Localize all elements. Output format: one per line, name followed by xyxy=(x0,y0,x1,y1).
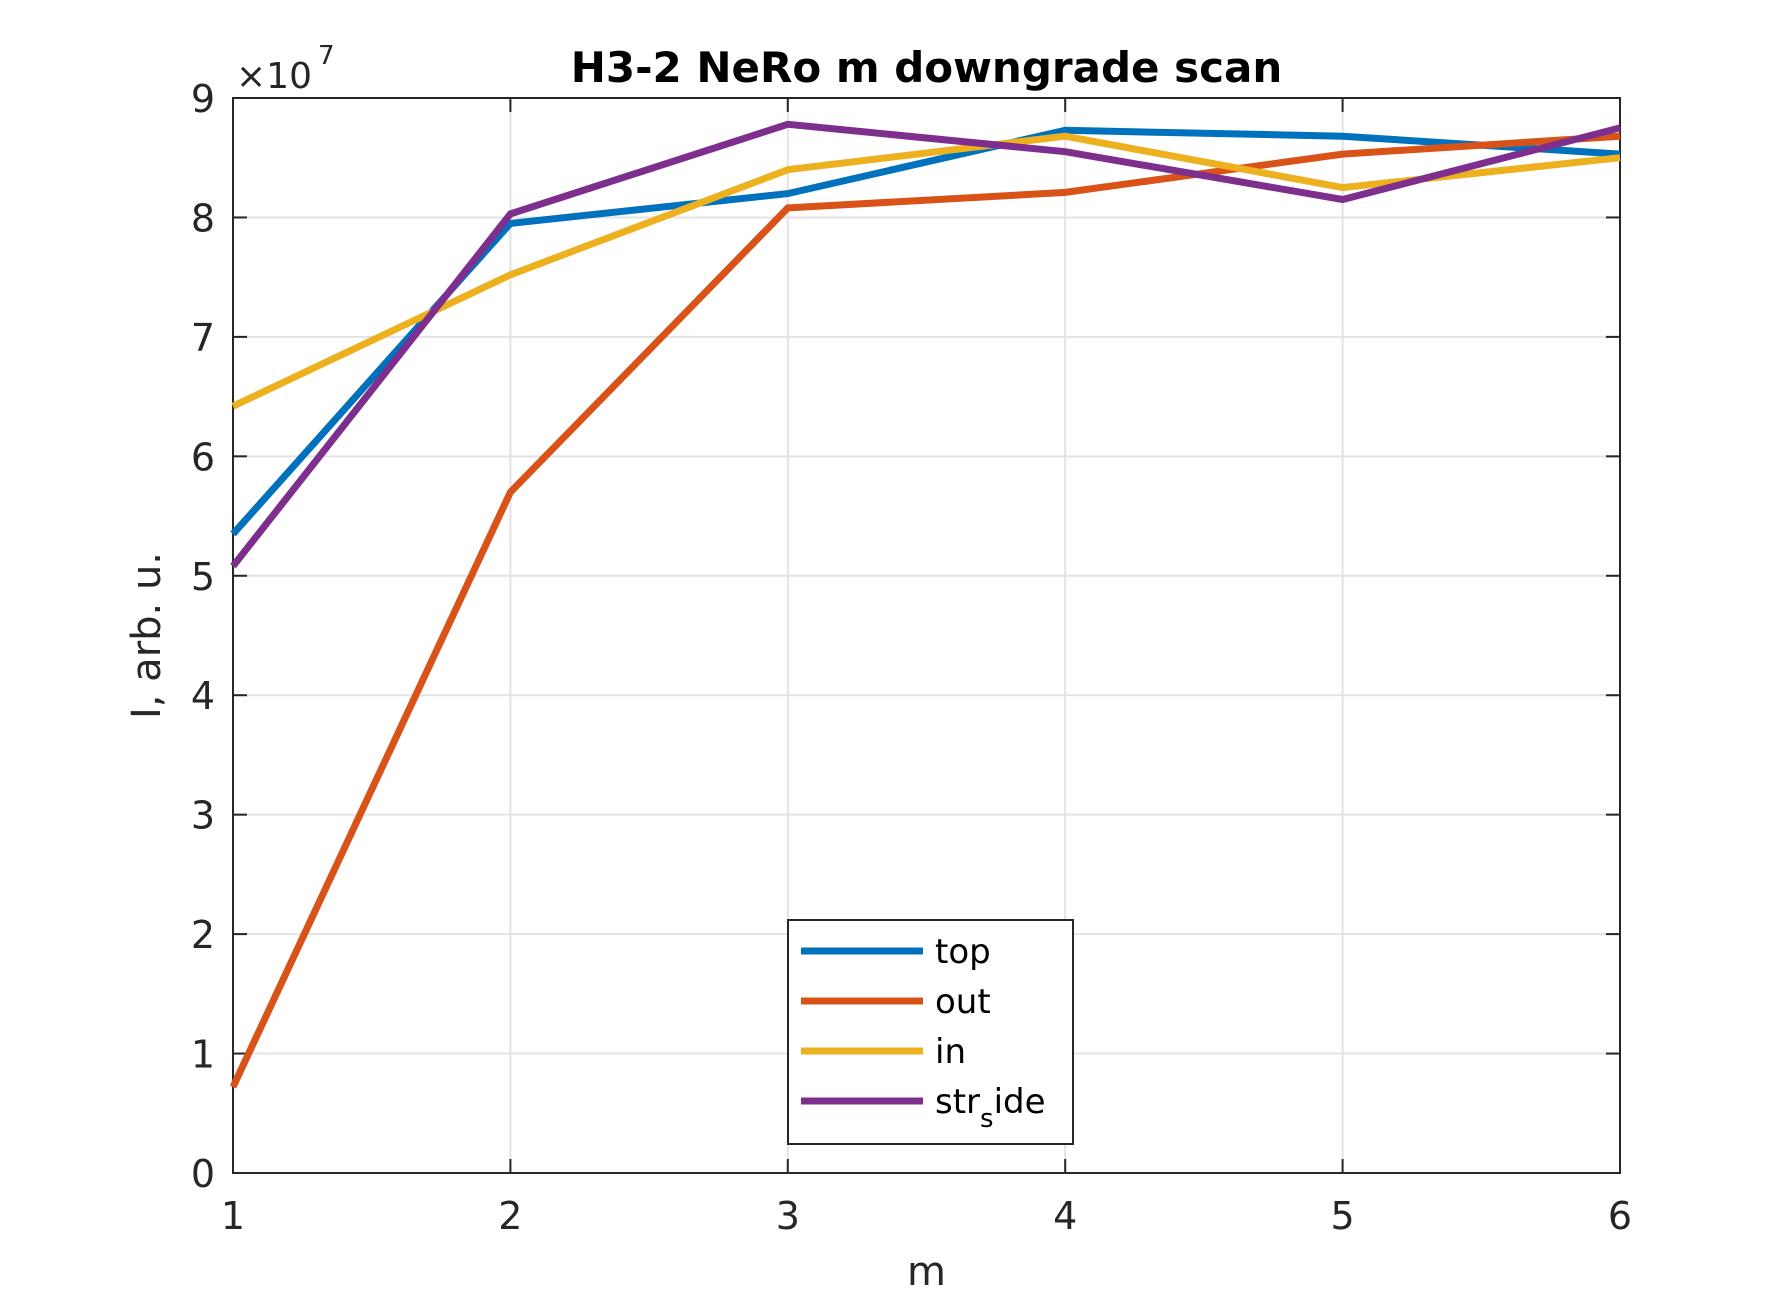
x-tick-label: 2 xyxy=(498,1194,522,1238)
legend-label-1: out xyxy=(935,982,991,1022)
legend-label-0: top xyxy=(935,932,991,972)
x-tick-label: 6 xyxy=(1608,1194,1632,1238)
series-lines xyxy=(229,120,1621,1089)
y-tick-label: 1 xyxy=(191,1033,215,1077)
chart-title: H3-2 NeRo m downgrade scan xyxy=(571,43,1283,92)
y-tick-label: 9 xyxy=(191,77,215,121)
y-tick-label: 6 xyxy=(191,435,215,479)
y-exponent-base: ×10 xyxy=(236,56,312,97)
legend-label-2: in xyxy=(935,1032,966,1072)
legend-label-main: str xyxy=(935,1082,980,1122)
series-line-3 xyxy=(230,120,1621,569)
y-tick-label: 8 xyxy=(191,196,215,240)
x-tick-label: 4 xyxy=(1053,1194,1077,1238)
legend-label-tail: ide xyxy=(994,1082,1046,1122)
legend-label-3: strside xyxy=(935,1082,1046,1134)
x-tick-label: 3 xyxy=(776,1194,800,1238)
legend-label-subscript: s xyxy=(980,1104,994,1134)
series-line-1 xyxy=(229,132,1621,1089)
y-tick-label: 4 xyxy=(191,674,215,718)
series-line-2 xyxy=(231,132,1621,410)
legend-box xyxy=(787,919,1074,1145)
plot-area xyxy=(232,97,1621,1174)
y-axis-label: I, arb. u. xyxy=(124,552,170,719)
y-axis-exponent: ×10 7 xyxy=(236,41,335,97)
y-tick-label: 2 xyxy=(191,913,215,957)
x-tick-label: 5 xyxy=(1331,1194,1355,1238)
legend: top out in strside xyxy=(787,919,1074,1145)
series-line-0 xyxy=(230,126,1621,537)
y-tick-label: 7 xyxy=(191,316,215,360)
x-tick-label: 1 xyxy=(221,1194,245,1238)
y-exponent-power: 7 xyxy=(318,41,335,71)
y-tick-label: 0 xyxy=(191,1152,215,1196)
x-axis-label: m xyxy=(907,1249,946,1295)
y-tick-label: 5 xyxy=(191,555,215,599)
y-tick-label: 3 xyxy=(191,794,215,838)
